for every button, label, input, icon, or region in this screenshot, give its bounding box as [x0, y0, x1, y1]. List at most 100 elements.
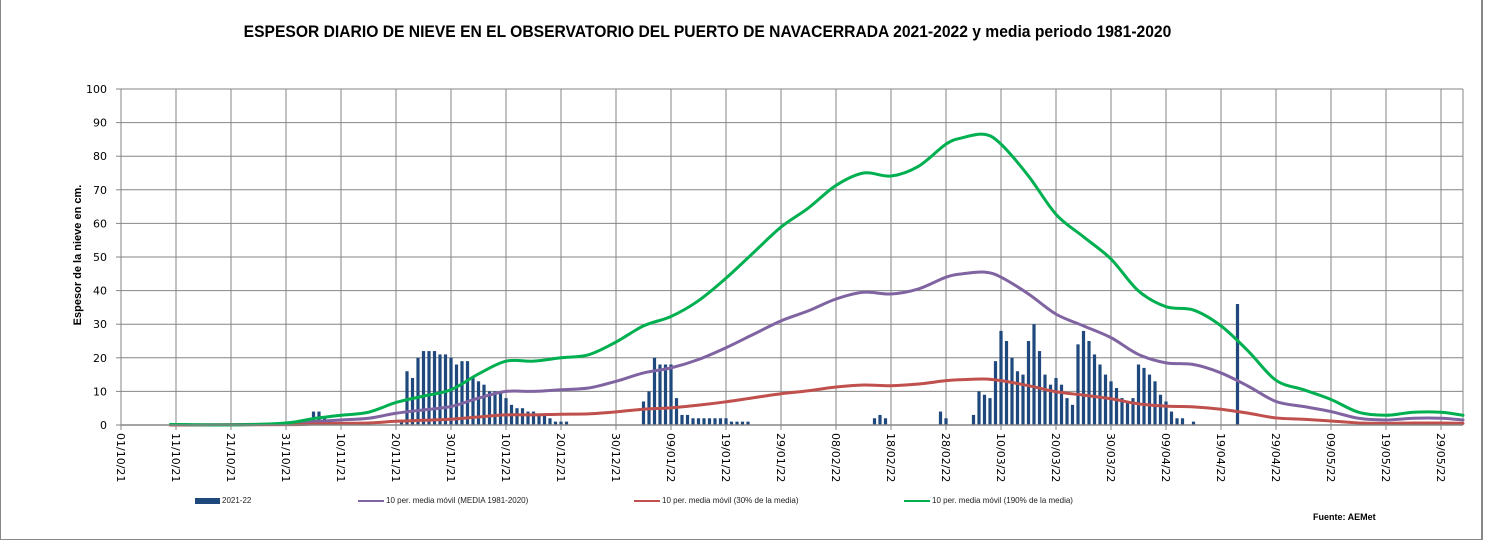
legend-label: 10 per. media móvil (MEDIA 1981-2020)	[386, 496, 529, 505]
bar	[487, 391, 492, 425]
bar	[1103, 374, 1108, 425]
bar	[1081, 330, 1086, 425]
bar	[878, 414, 882, 425]
x-tick-label: 29/01/22	[774, 433, 787, 482]
x-tick-label: 28/02/22	[939, 433, 952, 482]
bar-series	[311, 304, 1240, 425]
bar	[432, 351, 437, 425]
axes	[116, 88, 1463, 430]
legend-item-190pct: 10 per. media móvil (190% de la media)	[904, 496, 1073, 505]
x-tick-label: 09/05/22	[1324, 433, 1337, 482]
bar	[416, 357, 420, 425]
bar	[883, 418, 888, 425]
gridlines	[120, 88, 1464, 426]
chart-title: ESPESOR DIARIO DE NIEVE EN EL OBSERVATOR…	[243, 22, 1172, 41]
x-tick-label: 18/02/22	[884, 433, 897, 482]
bar	[1087, 341, 1091, 425]
x-tick-label: 21/10/21	[224, 433, 237, 482]
bar	[1021, 374, 1025, 425]
bar	[520, 408, 525, 425]
bar	[1043, 374, 1047, 425]
x-tick-label: 10/11/21	[334, 433, 347, 482]
bar	[735, 421, 739, 425]
bar	[498, 391, 503, 425]
bar	[460, 361, 464, 425]
bar	[872, 418, 877, 425]
y-tick-label: 20	[93, 352, 107, 365]
bar	[724, 418, 728, 425]
bar	[548, 418, 552, 425]
bar	[399, 421, 404, 425]
x-tick-label: 19/01/22	[719, 433, 732, 482]
bar	[652, 357, 657, 425]
bar	[438, 354, 442, 425]
bar	[685, 414, 690, 425]
legend-item-media: 10 per. media móvil (MEDIA 1981-2020)	[358, 496, 528, 505]
y-tick-label: 90	[93, 117, 107, 130]
bar	[1109, 381, 1113, 425]
bar	[1032, 324, 1036, 425]
x-tick-label: 09/04/22	[1159, 433, 1172, 482]
legend-swatch-line	[358, 499, 384, 502]
bar	[1070, 404, 1075, 425]
bar	[449, 357, 453, 425]
bar	[542, 414, 547, 425]
bar	[971, 414, 976, 425]
bar	[1175, 418, 1179, 425]
line-10-per-media-m-vil-media-1981-2020-	[169, 270, 1465, 427]
x-tick-label: 31/10/21	[279, 433, 292, 482]
x-tick-label: 29/04/22	[1269, 433, 1282, 482]
x-tick-label: 30/11/21	[444, 433, 457, 482]
bar	[999, 330, 1003, 425]
bar	[1158, 394, 1163, 425]
x-tick-label: 20/03/22	[1049, 433, 1062, 482]
x-tick-label: 29/05/22	[1434, 433, 1447, 482]
bar	[707, 418, 712, 425]
bar	[1136, 364, 1141, 425]
legend-item-30pct: 10 per. media móvil (30% de la media)	[634, 496, 799, 505]
source-note: Fuente: AEMet	[1313, 512, 1376, 522]
bar	[977, 391, 981, 425]
bar	[988, 398, 992, 425]
bar	[1076, 344, 1080, 425]
legend-label: 10 per. media móvil (30% de la media)	[662, 496, 799, 505]
bar	[663, 364, 668, 425]
bar	[1147, 374, 1152, 425]
bar	[427, 351, 431, 425]
x-tick-label: 19/05/22	[1379, 433, 1392, 482]
bar	[482, 384, 486, 425]
bar	[1191, 421, 1196, 425]
y-tick-label: 70	[93, 184, 107, 197]
bar	[1169, 411, 1174, 425]
bar	[746, 421, 750, 425]
bar	[1059, 384, 1064, 425]
bar	[1153, 381, 1157, 425]
x-tick-label: 30/03/22	[1104, 433, 1117, 482]
bar	[421, 351, 426, 425]
legend-swatch-bar	[195, 497, 220, 504]
y-tick-label: 30	[93, 318, 107, 331]
bar	[718, 418, 723, 425]
bar	[713, 418, 717, 425]
bar	[641, 401, 646, 425]
x-tick-label: 20/12/21	[554, 433, 567, 482]
x-tick-label: 20/11/21	[389, 433, 402, 482]
bar	[531, 411, 536, 425]
bar	[405, 371, 409, 425]
x-tick-label: 01/10/21	[114, 433, 127, 482]
y-tick-label: 80	[93, 150, 107, 163]
bar	[1048, 384, 1053, 425]
y-tick-label: 40	[93, 285, 107, 298]
bar	[729, 421, 734, 425]
x-tick-labels: 01/10/21 11/10/21 21/10/21 31/10/21 10/11/21…	[114, 433, 1447, 482]
bar	[1098, 364, 1102, 425]
x-tick-label: 08/02/22	[829, 433, 842, 482]
x-tick-label: 11/10/21	[169, 433, 182, 482]
bar	[1120, 398, 1124, 425]
bar	[1131, 398, 1135, 425]
bar	[1065, 398, 1069, 425]
bar	[669, 364, 673, 425]
y-tick-label: 10	[93, 385, 107, 398]
y-tick-label: 50	[93, 251, 107, 264]
